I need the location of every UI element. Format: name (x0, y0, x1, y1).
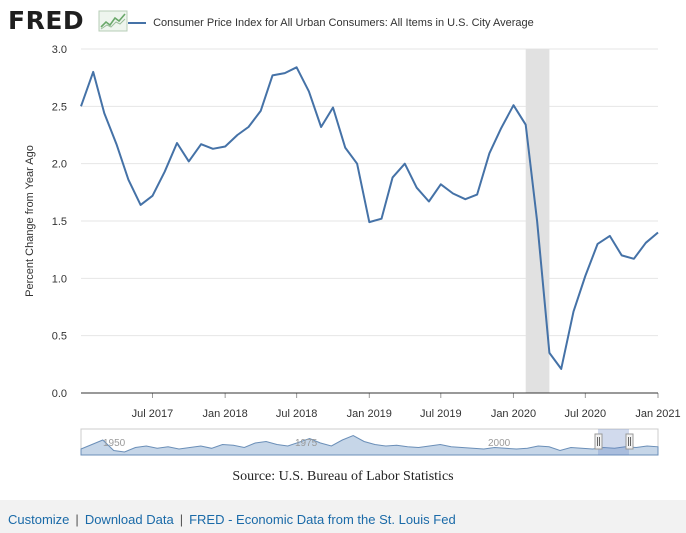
chart-svg: 0.00.51.01.52.02.53.0 Jul 2017 Jan 2018 Ju… (24, 44, 681, 456)
x-tick-label: Jul 2017 (132, 408, 174, 420)
navigator-label: 1975 (295, 438, 318, 449)
footer-links: Customize | Download Data | FRED - Economic … (8, 512, 456, 527)
series-layer (80, 66, 659, 370)
gridlines (81, 48, 658, 337)
footer-band (0, 500, 686, 533)
navigator-handle[interactable] (594, 433, 603, 450)
navigator-overview-area (80, 434, 659, 456)
x-tick-label: Jan 2021 (635, 408, 680, 420)
legend-label: Consumer Price Index for All Urban Consu… (153, 17, 534, 29)
x-axis-ticks: Jul 2017 Jan 2018 Jul 2018 Jan 2019 Jul 2019… (132, 393, 681, 420)
x-tick-label: Jan 2020 (491, 408, 536, 420)
x-tick-label: Jul 2019 (420, 408, 462, 420)
legend: Consumer Price Index for All Urban Consu… (128, 17, 534, 29)
fred-logo-text: FRED (8, 6, 85, 35)
series-line (80, 66, 659, 370)
footer-separator: | (179, 512, 184, 527)
chart-frame: FRED Consumer Price Index for All Urban … (8, 6, 681, 484)
y-tick-label: 1.0 (52, 273, 67, 285)
fred-logo-spark-icon (98, 10, 128, 32)
y-tick-label: 2.5 (52, 101, 67, 113)
footer-separator: | (75, 512, 79, 527)
x-tick-label: Jan 2019 (347, 408, 392, 420)
x-tick-label: Jan 2018 (203, 408, 248, 420)
navigator-label: 1950 (103, 438, 126, 449)
navigator-label: 2000 (488, 438, 511, 449)
navigator-handle[interactable] (625, 433, 634, 450)
y-tick-label: 2.0 (52, 159, 67, 171)
y-axis-label: Percent Change from Year Ago (24, 145, 36, 297)
fred-home-link[interactable]: FRED - Economic Data from the St. Louis … (189, 512, 456, 527)
x-tick-label: Jul 2020 (565, 408, 607, 420)
legend-swatch (128, 22, 146, 25)
x-tick-label: Jul 2018 (276, 408, 318, 420)
download-data-link[interactable]: Download Data (84, 512, 174, 527)
y-tick-label: 3.0 (52, 44, 67, 56)
source-note: Source: U.S. Bureau of Labor Statistics (232, 469, 454, 484)
y-tick-label: 1.5 (52, 216, 67, 228)
customize-link[interactable]: Customize (8, 512, 70, 527)
y-tick-label: 0.0 (52, 388, 67, 400)
y-axis-ticks: 0.0 0.5 1.0 1.5 2.0 2.5 3.0 (52, 44, 67, 400)
navigator[interactable]: 1950 1975 2000 (80, 428, 659, 456)
y-tick-label: 0.5 (52, 331, 67, 343)
navigator-selection (598, 429, 629, 455)
